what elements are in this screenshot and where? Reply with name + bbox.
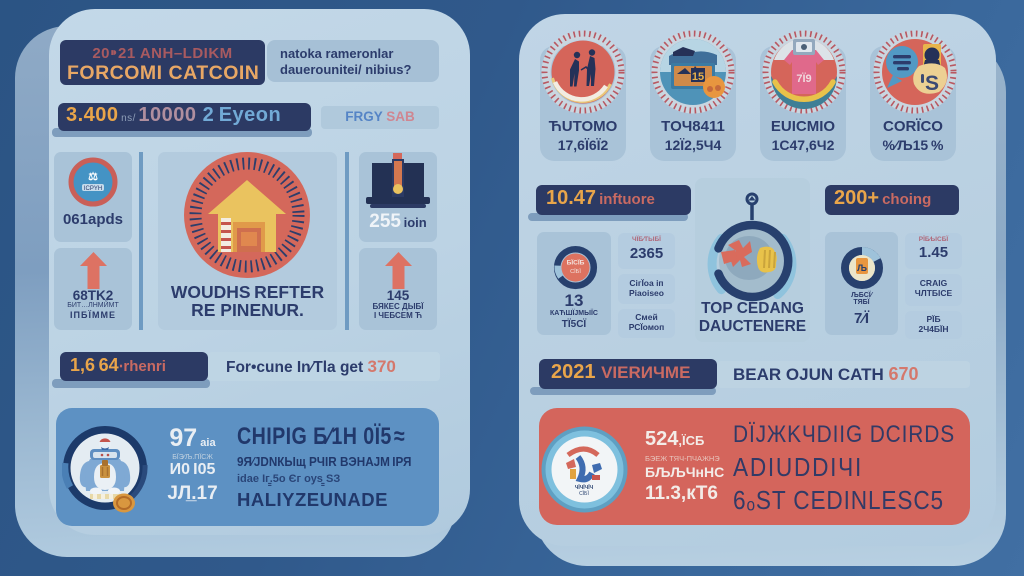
- svg-text:⚖: ⚖: [88, 171, 98, 183]
- svg-text:СЇБЇ: СЇБЇ: [570, 268, 581, 275]
- svg-text:7Ї9: 7Ї9: [796, 72, 811, 85]
- svg-text:Љ: Љ: [857, 263, 867, 273]
- svg-text:ЧЇЧЇЧЇЧ: ЧЇЧЇЧЇЧ: [575, 484, 594, 491]
- svg-text:БЇСЇБ: БЇСЇБ: [567, 259, 585, 267]
- svg-text:СЇБЇ: СЇБЇ: [579, 490, 589, 497]
- svg-text:ICPYH: ICPYH: [84, 186, 102, 192]
- svg-text:15: 15: [692, 71, 704, 83]
- svg-text:S: S: [925, 72, 939, 95]
